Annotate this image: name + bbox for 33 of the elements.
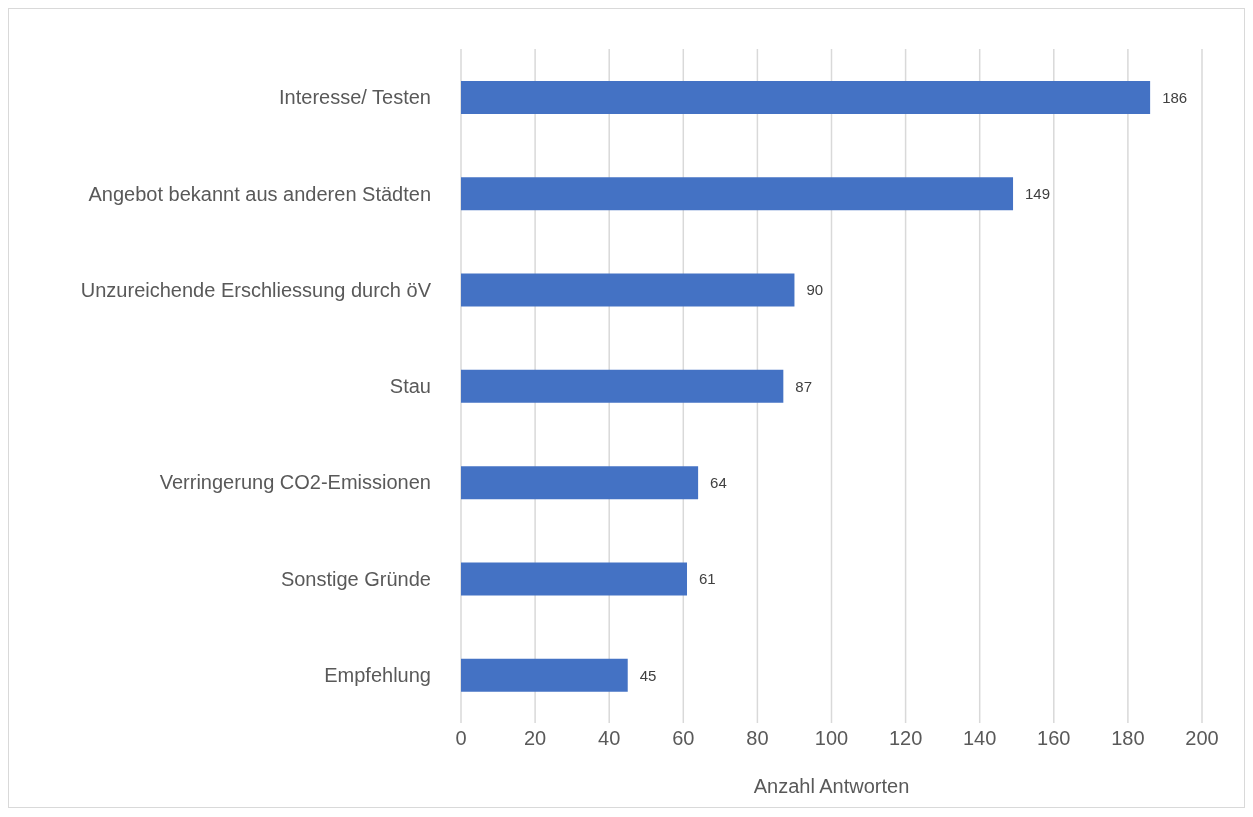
data-label: 149 xyxy=(1025,185,1051,203)
x-tick-label: 100 xyxy=(814,727,849,750)
y-tick-label: Interesse/ Testen xyxy=(279,86,431,109)
x-tick-label: 160 xyxy=(1037,727,1071,750)
bar xyxy=(461,177,1014,211)
data-label: 45 xyxy=(639,666,657,684)
y-tick-label: Unzureichende Erschliessung durch öV xyxy=(80,278,432,301)
y-tick-label: Sonstige Gründe xyxy=(280,567,431,590)
data-label: 90 xyxy=(806,281,824,299)
bar xyxy=(461,562,688,596)
y-tick-label: Stau xyxy=(389,375,431,398)
bar xyxy=(461,81,1151,114)
y-tick-label: Angebot bekannt aus anderen Städten xyxy=(88,182,431,205)
x-tick-label: 0 xyxy=(455,727,467,750)
bar xyxy=(461,273,795,307)
bar xyxy=(461,658,628,692)
data-label: 87 xyxy=(795,377,813,395)
x-axis-title: Anzahl Antworten xyxy=(753,775,910,797)
y-tick-label: Verringerung CO2-Emissionen xyxy=(159,471,431,494)
data-label: 186 xyxy=(1162,88,1188,106)
x-tick-label: 120 xyxy=(888,727,923,750)
x-tick-label: 80 xyxy=(746,727,769,750)
y-tick-label: Empfehlung xyxy=(324,663,431,686)
x-tick-label: 60 xyxy=(672,727,695,750)
bar xyxy=(461,369,784,403)
x-tick-label: 140 xyxy=(963,727,997,750)
x-tick-label: 20 xyxy=(523,727,547,750)
x-tick-label: 40 xyxy=(598,727,621,750)
bar xyxy=(461,466,699,500)
x-tick-label: 180 xyxy=(1111,727,1145,750)
data-label: 61 xyxy=(699,570,716,588)
x-tick-label: 200 xyxy=(1185,727,1219,750)
data-label: 64 xyxy=(710,473,727,491)
